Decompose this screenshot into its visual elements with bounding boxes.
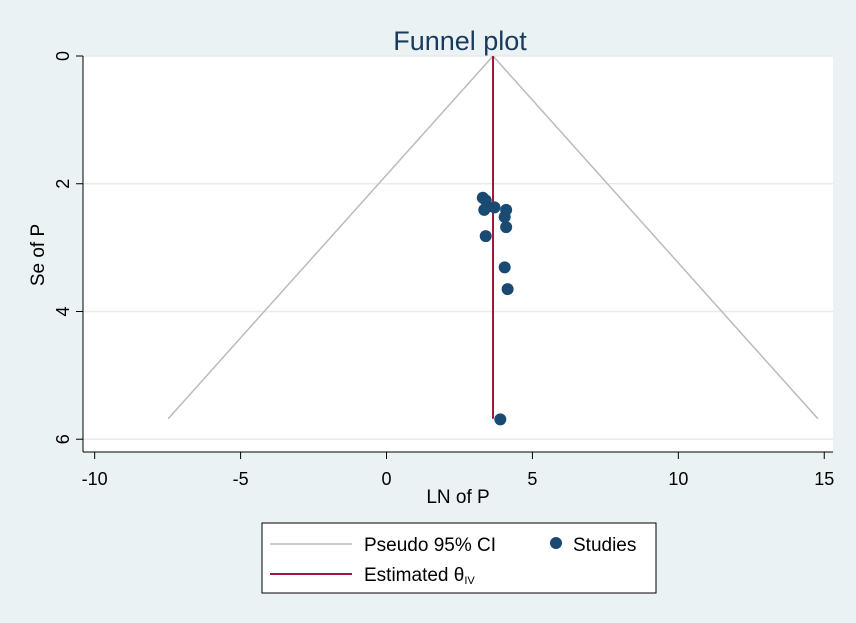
study-point [494, 413, 507, 426]
legend: Pseudo 95% CI Studies Estimated θIV [261, 522, 657, 594]
x-tick-label: 10 [668, 469, 688, 489]
study-points [476, 191, 514, 426]
study-point [501, 283, 514, 296]
legend-box [261, 522, 657, 594]
x-tick-label: 15 [814, 469, 834, 489]
legend-studies-marker [550, 537, 562, 549]
legend-ci-label: Pseudo 95% CI [364, 535, 496, 556]
grid-lines [83, 55, 833, 440]
study-point [479, 230, 492, 243]
legend-estimate-label: Estimated θIV [364, 565, 475, 587]
y-axis-ticks: 0 2 4 6 [53, 51, 83, 444]
x-tick-label: -10 [82, 469, 108, 489]
ci-upper-line [492, 55, 819, 420]
study-point [498, 210, 511, 223]
pseudo-ci-lines [167, 55, 819, 420]
study-point [488, 201, 501, 214]
x-axis-label: LN of P [426, 487, 489, 508]
study-point [498, 261, 511, 274]
chart-title: Funnel plot [393, 26, 527, 56]
y-tick-label: 2 [53, 179, 73, 189]
study-point [478, 203, 491, 216]
ci-lower-line [167, 55, 494, 420]
y-axis-label: Se of P [28, 224, 49, 286]
study-point [500, 221, 513, 234]
legend-studies-label: Studies [573, 535, 636, 556]
x-tick-label: -5 [233, 469, 249, 489]
x-tick-label: 5 [527, 469, 537, 489]
y-tick-label: 4 [53, 306, 73, 316]
plot-area [83, 56, 833, 452]
y-tick-label: 0 [53, 51, 73, 61]
x-tick-label: 0 [381, 469, 391, 489]
y-tick-label: 6 [53, 434, 73, 444]
x-axis-ticks: -10 -5 0 5 10 15 [82, 452, 834, 489]
